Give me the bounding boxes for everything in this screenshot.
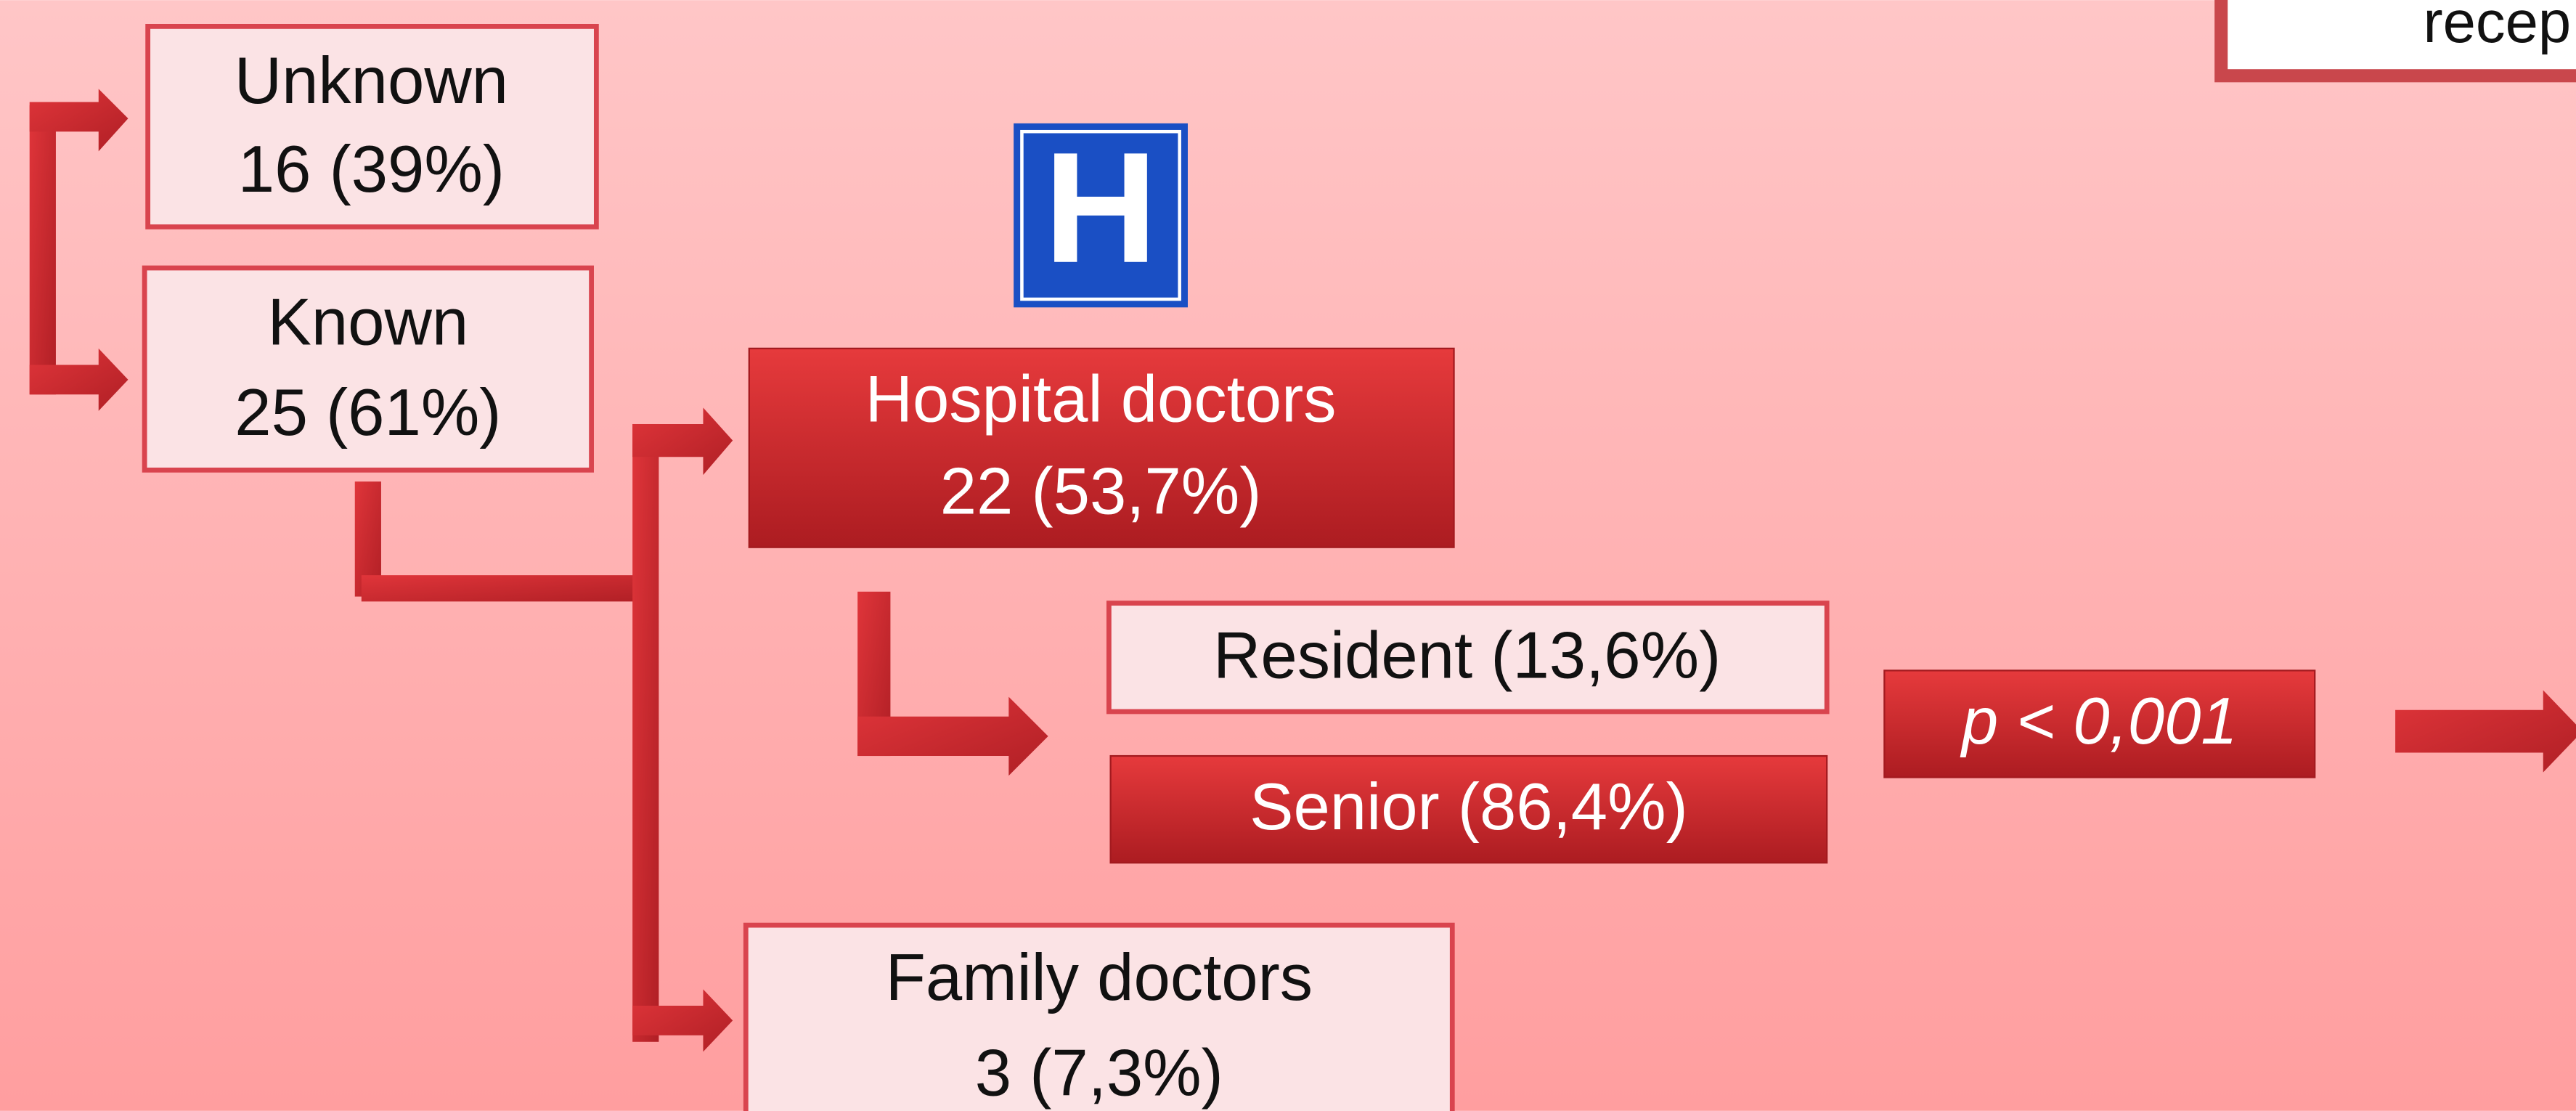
node-label: p < 0,001 (1960, 685, 2238, 758)
corner-box (2214, 0, 2576, 83)
arrow (632, 989, 733, 1052)
node-box (1106, 601, 1830, 715)
arrow (2395, 690, 2576, 773)
node-label: Known (267, 285, 468, 359)
node-label: Hospital doctors (865, 363, 1337, 436)
corner-text: recep (2424, 0, 2572, 55)
node-label: Senior (86,4%) (1250, 770, 1688, 844)
node-label: 22 (53,7%) (940, 455, 1262, 528)
node-box (142, 265, 594, 473)
icon-border (1020, 129, 1181, 301)
node-box (1883, 670, 2316, 778)
node-label: Resident (13,6%) (1213, 619, 1721, 693)
connector (632, 423, 659, 1042)
node-box (748, 347, 1455, 548)
arrow (632, 407, 733, 476)
bracket (29, 105, 56, 395)
connectors (29, 89, 2576, 1052)
node-box (743, 922, 1455, 1111)
node-label: 3 (7,3%) (975, 1036, 1223, 1110)
node-label: Family doctors (886, 941, 1313, 1014)
arrow (29, 348, 129, 411)
node-label: 25 (61%) (235, 376, 501, 449)
hospital-icon (1014, 123, 1188, 308)
node-label: Unknown (235, 44, 508, 118)
arrow (29, 89, 129, 152)
arrow (857, 696, 1048, 776)
node-box (145, 23, 599, 229)
node-label: 16 (39%) (238, 133, 505, 206)
connector (361, 575, 654, 602)
node-box (1109, 754, 1828, 864)
icon-letter: H (1044, 120, 1158, 296)
